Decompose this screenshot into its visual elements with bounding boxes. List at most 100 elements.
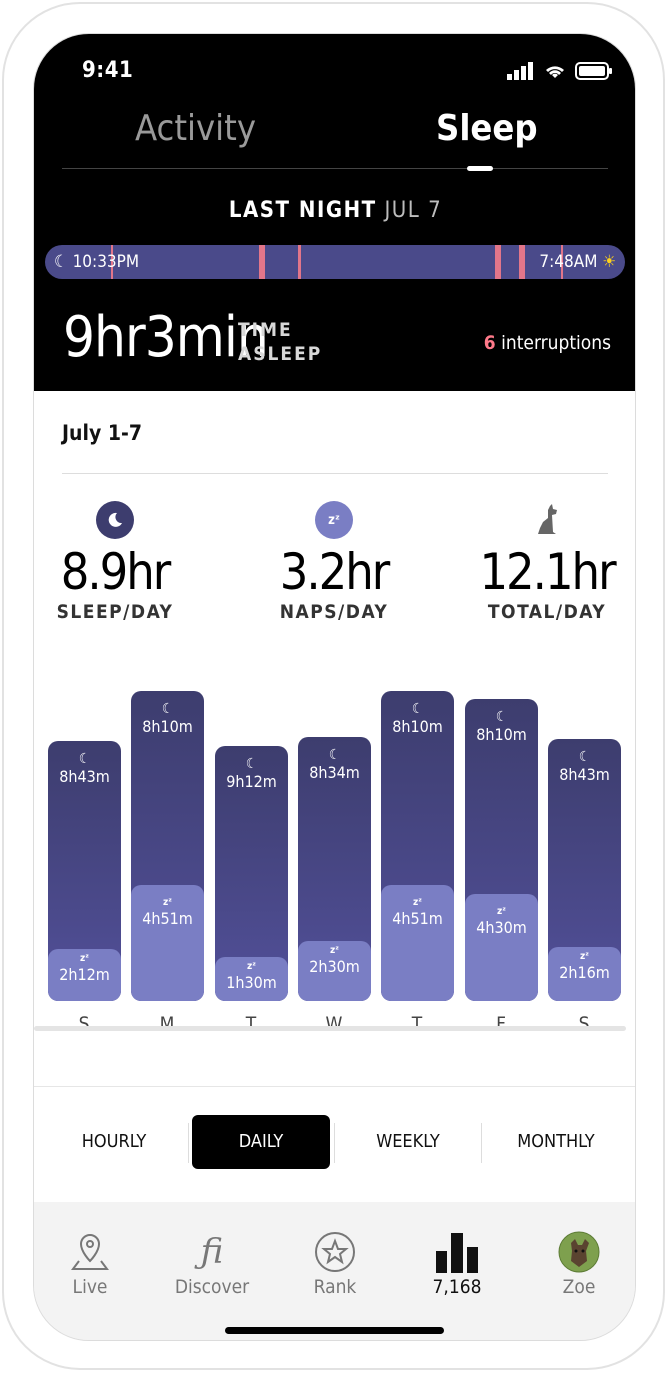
day-bar[interactable]: ☾ 8h43m zᶻ 2h16m <box>548 739 621 1001</box>
moon-icon: ☾ <box>78 751 91 767</box>
bar-chart-icon <box>407 1228 507 1276</box>
day-label: S <box>578 1013 590 1035</box>
nap-label: zᶻ 4h30m <box>465 906 538 938</box>
minutes-unit: min <box>175 305 269 370</box>
nap-value: 2h16m <box>559 963 610 982</box>
tab-divider <box>62 168 608 169</box>
nap-segment: zᶻ 4h51m <box>131 885 204 1001</box>
stat-sleep: 8.9hr SLEEP/DAY <box>34 501 210 623</box>
nav-rank-label: Rank <box>313 1276 357 1298</box>
nap-segment: zᶻ 2h16m <box>548 947 621 1001</box>
nav-live[interactable]: Live <box>40 1228 140 1298</box>
nav-steps-label: 7,168 <box>432 1276 482 1298</box>
interruptions-label: interruptions <box>501 332 611 354</box>
nav-steps[interactable]: 7,168 <box>407 1228 507 1298</box>
bottom-nav: Live ƒi Discover Rank 7,168 Zoe <box>34 1202 635 1340</box>
time-asleep-label-line1: TIME <box>238 319 293 341</box>
nap-value: 1h30m <box>226 973 277 992</box>
day-label: S <box>78 1013 90 1035</box>
day-label: T <box>411 1013 423 1035</box>
night-sleep-value: 9h12m <box>226 772 277 791</box>
segment-separator <box>188 1123 189 1163</box>
night-sleep-value: 8h43m <box>59 767 110 786</box>
hours-value: 9 <box>63 305 95 370</box>
interruption-mark <box>111 245 113 279</box>
last-night-heading: LAST NIGHT JUL 7 <box>34 198 635 223</box>
nav-discover-label: Discover <box>174 1276 250 1298</box>
day-bar[interactable]: ☾ 8h34m zᶻ 2h30m <box>298 737 371 1001</box>
nap-value: 2h30m <box>309 957 360 976</box>
moon-icon: ☾ <box>495 709 508 725</box>
time-asleep-value: 9hr3min <box>63 305 269 370</box>
zz-icon: zᶻ <box>580 951 589 962</box>
last-night-date: JUL 7 <box>384 198 443 223</box>
night-sleep-value: 8h43m <box>559 765 610 784</box>
sleep-timeline[interactable]: ☾ 10:33PM 7:48AM ☀ <box>45 245 625 279</box>
time-asleep-label: TIME ASLEEP <box>238 318 322 366</box>
tab-sleep[interactable]: Sleep <box>436 108 538 149</box>
nap-value: 4h51m <box>392 909 443 928</box>
segment-separator <box>334 1123 335 1163</box>
stat-naps-label: NAPS/DAY <box>279 601 389 623</box>
week-range: July 1-7 <box>62 421 142 445</box>
nap-segment: zᶻ 2h12m <box>48 949 121 1001</box>
nap-label: zᶻ 2h12m <box>48 953 121 985</box>
day-bar[interactable]: ☾ 8h10m zᶻ 4h30m <box>465 699 538 1001</box>
stat-naps: zᶻ 3.2hr NAPS/DAY <box>239 501 429 623</box>
nav-profile[interactable]: Zoe <box>529 1228 629 1298</box>
segment-daily[interactable]: DAILY <box>192 1115 330 1169</box>
segment-separator <box>481 1123 482 1163</box>
night-sleep-label: ☾ 8h10m <box>465 709 538 745</box>
moon-icon <box>96 501 134 539</box>
time-asleep-label-line2: ASLEEP <box>238 343 323 365</box>
day-bar[interactable]: ☾ 8h10m zᶻ 4h51m <box>131 691 204 1001</box>
day-bar[interactable]: ☾ 8h10m zᶻ 4h51m <box>381 691 454 1001</box>
hours-unit: hr <box>94 305 146 370</box>
divider <box>62 473 608 474</box>
segment-hourly[interactable]: HOURLY <box>81 1131 147 1152</box>
zz-icon: zᶻ <box>163 897 172 908</box>
night-sleep-label: ☾ 8h43m <box>548 749 621 785</box>
stat-naps-value: 3.2hr <box>279 543 391 601</box>
zz-icon: zᶻ <box>413 897 422 908</box>
tab-activity[interactable]: Activity <box>135 108 257 149</box>
nap-segment: zᶻ 4h51m <box>381 885 454 1001</box>
nav-discover[interactable]: ƒi Discover <box>162 1228 262 1298</box>
night-sleep-label: ☾ 8h43m <box>48 751 121 787</box>
night-sleep-label: ☾ 8h34m <box>298 747 371 783</box>
nav-rank[interactable]: Rank <box>285 1228 385 1298</box>
night-sleep-value: 8h10m <box>392 717 443 736</box>
day-bar[interactable]: ☾ 9h12m zᶻ 1h30m <box>215 746 288 1001</box>
nav-live-label: Live <box>72 1276 108 1298</box>
zz-icon: zᶻ <box>80 953 89 964</box>
stat-total-value: 12.1hr <box>479 543 616 601</box>
interruptions-summary[interactable]: 6 interruptions <box>484 332 611 354</box>
segment-monthly[interactable]: MONTHLY <box>517 1131 595 1152</box>
battery-icon <box>575 62 612 80</box>
nap-label: zᶻ 4h51m <box>131 897 204 929</box>
sleep-header: 9:41 Activity Sleep LAST NIGHT JUL 7 ☾ 1… <box>34 34 635 391</box>
nap-segment: zᶻ 2h30m <box>298 941 371 1001</box>
sleep-bar-chart: ☾ 8h43m zᶻ 2h12m S ☾ 8h10m zᶻ 4h51m M ☾ 9h12m zᶻ 1h30… <box>34 661 635 1035</box>
nap-label: zᶻ 2h30m <box>298 945 371 977</box>
nap-segment: zᶻ 4h30m <box>465 894 538 1001</box>
stat-sleep-label: SLEEP/DAY <box>56 601 174 623</box>
cellular-signal-icon <box>507 62 533 80</box>
zz-icon: zᶻ <box>497 906 506 917</box>
minutes-value: 3 <box>144 305 177 370</box>
moon-icon: ☾ <box>245 756 258 772</box>
nav-profile-label: Zoe <box>562 1276 596 1298</box>
moon-icon: ☾ <box>328 747 341 763</box>
phone-screen: 9:41 Activity Sleep LAST NIGHT JUL 7 ☾ 1… <box>33 33 636 1341</box>
nap-value: 4h51m <box>142 909 193 928</box>
day-label: T <box>245 1013 257 1035</box>
nap-segment: zᶻ 1h30m <box>215 957 288 1001</box>
day-bar[interactable]: ☾ 8h43m zᶻ 2h12m <box>48 741 121 1001</box>
map-pin-icon <box>40 1228 140 1276</box>
dog-avatar <box>529 1228 629 1276</box>
weekly-panel: July 1-7 8.9hr SLEEP/DAY zᶻ 3.2hr NAPS/D… <box>34 391 635 1086</box>
day-label: M <box>159 1013 175 1035</box>
last-night-label: LAST NIGHT <box>228 198 377 223</box>
segment-weekly[interactable]: WEEKLY <box>376 1131 440 1152</box>
stat-sleep-value: 8.9hr <box>60 543 172 601</box>
